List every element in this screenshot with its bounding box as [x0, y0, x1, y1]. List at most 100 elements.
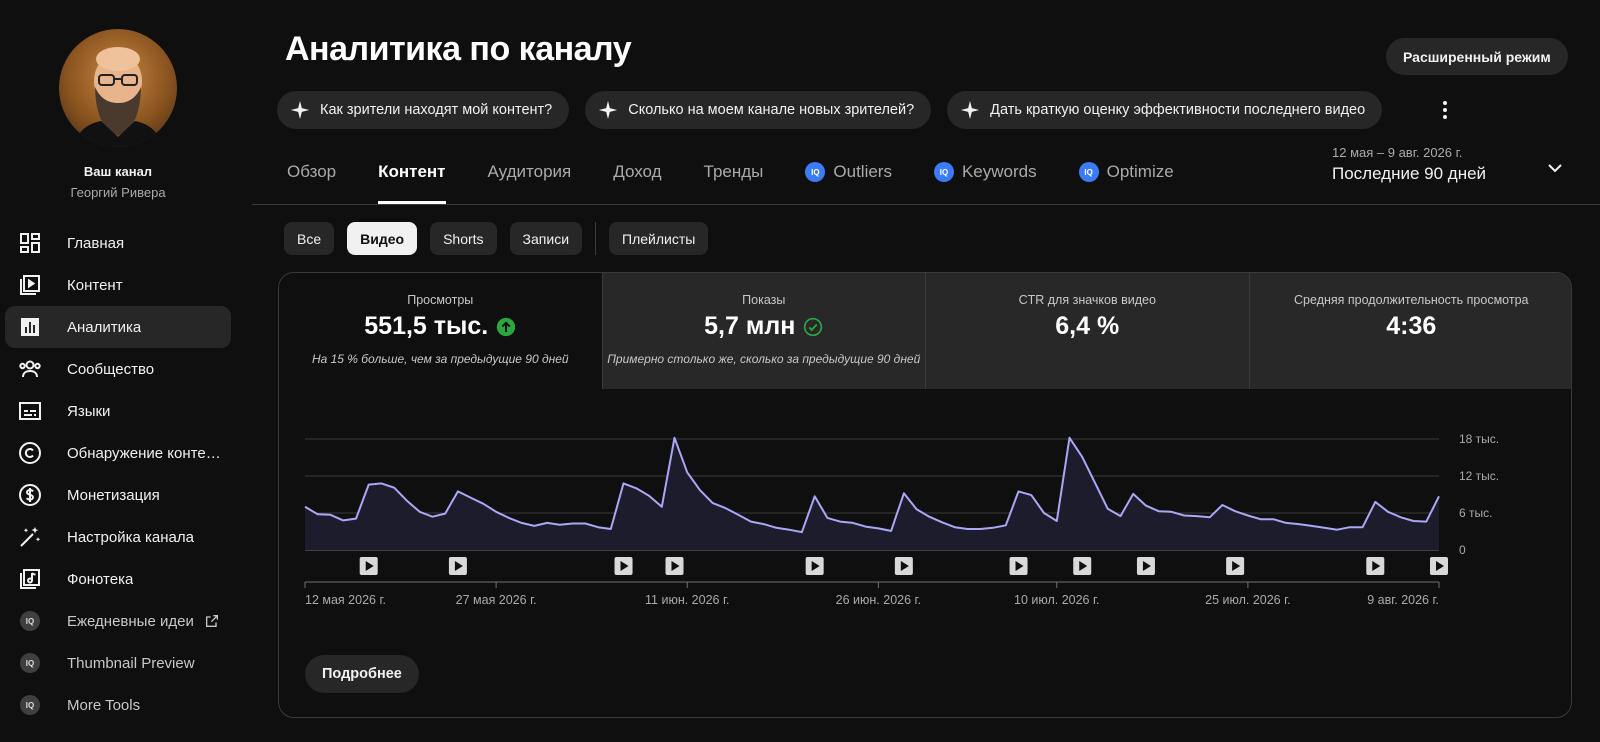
filter-records[interactable]: Записи	[509, 222, 583, 255]
metric-tabs: Просмотры 551,5 тыс. На 15 % больше, чем…	[279, 273, 1572, 389]
metric-value: 6,4 %	[1055, 312, 1120, 340]
sidebar-item-label: Сообщество	[67, 360, 155, 378]
channel-avatar[interactable]	[59, 29, 177, 147]
tab-revenue[interactable]: Доход	[613, 162, 661, 204]
vidiq-icon: IQ	[18, 693, 42, 717]
metric-label: CTR для значков видео	[1018, 293, 1156, 307]
metric-views[interactable]: Просмотры 551,5 тыс. На 15 % больше, чем…	[279, 273, 603, 389]
check-circle-icon	[804, 317, 823, 336]
tab-content[interactable]: Контент	[378, 162, 446, 204]
suggestion-chip-last-video[interactable]: Дать краткую оценку эффективности послед…	[947, 91, 1383, 129]
vidiq-icon: IQ	[18, 651, 42, 675]
subtitles-icon	[18, 399, 42, 423]
x-tick-label: 25 июл. 2026 г.	[1205, 593, 1291, 607]
tab-trends[interactable]: Тренды	[704, 162, 764, 204]
date-range-dates: 12 мая – 9 авг. 2026 г.	[1332, 145, 1463, 160]
chart-area	[305, 437, 1439, 550]
chevron-down-icon[interactable]	[1543, 156, 1567, 180]
tab-label: Контент	[378, 162, 446, 181]
sidebar-item-languages[interactable]: Языки	[5, 390, 231, 432]
suggestion-chip-discovery[interactable]: Как зрители находят мой контент?	[277, 91, 570, 129]
sidebar-item-label: Контент	[67, 276, 123, 294]
sidebar-item-daily-ideas[interactable]: IQ Ежедневные идеи	[5, 600, 231, 642]
play-icon	[1232, 561, 1241, 571]
metric-value-row: 5,7 млн	[603, 312, 926, 341]
date-range-label: Последние 90 дней	[1332, 164, 1487, 183]
channel-name: Георгий Ривера	[70, 185, 166, 200]
sidebar-item-label: Монетизация	[67, 486, 160, 504]
sidebar-item-label: More Tools	[67, 696, 141, 714]
x-tick-label: 27 мая 2026 г.	[456, 593, 537, 607]
y-tick-label: 18 тыс.	[1459, 432, 1499, 446]
sidebar-nav: Главная Контент Аналитика Сообщество Язы…	[5, 222, 231, 726]
filter-playlists[interactable]: Плейлисты	[609, 222, 709, 255]
tab-label: Keywords	[961, 162, 1037, 181]
tab-audience[interactable]: Аудитория	[488, 162, 572, 204]
more-vert-icon[interactable]	[1433, 98, 1457, 122]
tab-label: Outliers	[833, 162, 892, 181]
metric-label: Просмотры	[407, 293, 474, 307]
metric-impressions[interactable]: Показы 5,7 млн Примерно столько же, скол…	[602, 273, 926, 389]
sidebar-item-more-tools[interactable]: IQ More Tools	[5, 684, 231, 726]
vidiq-icon: IQ	[18, 609, 42, 633]
sidebar-item-content[interactable]: Контент	[5, 264, 231, 306]
sidebar-item-community[interactable]: Сообщество	[5, 348, 231, 390]
tab-keywords[interactable]: IQ Keywords	[933, 162, 1037, 204]
metric-value: 5,7 млн	[704, 312, 796, 340]
views-chart[interactable]: 18 тыс. 12 тыс. 6 тыс. 0 12 мая 2026 г. 27 ма…	[279, 389, 1572, 629]
sidebar-item-dashboard[interactable]: Главная	[5, 222, 231, 264]
analytics-tabs: Обзор Контент Аудитория Доход Тренды IQ O…	[287, 162, 1216, 204]
metric-note: Примерно столько же, сколько за предыдущ…	[607, 352, 921, 366]
vidiq-badge: IQ	[20, 695, 40, 715]
play-icon	[1142, 561, 1151, 571]
external-link-icon	[205, 615, 218, 627]
metric-ctr[interactable]: CTR для значков видео 6,4 %	[926, 273, 1250, 389]
tab-optimize[interactable]: IQ Optimize	[1078, 162, 1174, 204]
filter-video[interactable]: Видео	[347, 222, 418, 255]
magic-wand-icon	[18, 525, 42, 549]
y-tick-label: 12 тыс.	[1459, 469, 1499, 483]
play-icon	[1079, 561, 1088, 571]
play-icon	[1372, 561, 1381, 571]
sparkle-icon	[960, 100, 980, 120]
content-type-filters: Все Видео Shorts Записи Плейлисты	[284, 222, 721, 255]
tab-label: Тренды	[703, 162, 764, 181]
filter-divider	[595, 222, 597, 255]
sidebar-item-thumbnail-preview[interactable]: IQ Thumbnail Preview	[5, 642, 231, 684]
see-more-button[interactable]: Подробнее	[305, 655, 419, 693]
date-range-selector[interactable]: 12 мая – 9 авг. 2026 г. Последние 90 дне…	[1332, 145, 1486, 184]
metric-avg-view-duration[interactable]: Средняя продолжительность просмотра 4:36	[1249, 273, 1572, 389]
suggestion-chip-new-viewers[interactable]: Сколько на моем канале новых зрителей?	[585, 91, 932, 129]
y-tick-label: 6 тыс.	[1459, 506, 1492, 520]
vidiq-icon: IQ	[1078, 162, 1099, 182]
sidebar-item-audio-library[interactable]: Фонотека	[5, 558, 231, 600]
play-icon	[671, 561, 680, 571]
sidebar-item-label: Настройка канала	[67, 528, 194, 546]
vidiq-icon: IQ	[933, 162, 954, 182]
sidebar-item-analytics[interactable]: Аналитика	[5, 306, 231, 348]
tab-outliers[interactable]: IQ Outliers	[805, 162, 892, 204]
suggestion-text: Дать краткую оценку эффективности послед…	[990, 102, 1366, 118]
sidebar-item-label: Языки	[67, 402, 111, 420]
suggestion-text: Как зрители находят мой контент?	[320, 102, 553, 118]
series-line	[304, 436, 1440, 534]
sidebar-item-label: Ежедневные идеи	[67, 612, 194, 630]
sidebar-item-content-detection[interactable]: Обнаружение контента	[5, 432, 231, 474]
advanced-mode-button[interactable]: Расширенный режим	[1386, 38, 1568, 75]
play-icon	[1015, 561, 1024, 571]
sidebar: Ваш канал Георгий Ривера Главная Контент…	[0, 0, 236, 742]
tab-overview[interactable]: Обзор	[287, 162, 336, 204]
play-icon	[900, 561, 909, 571]
sidebar-item-monetization[interactable]: Монетизация	[5, 474, 231, 516]
metric-value-row: 4:36	[1250, 312, 1572, 341]
tab-label: Обзор	[287, 162, 337, 181]
metric-value: 551,5 тыс.	[364, 312, 489, 340]
dashboard-icon	[18, 231, 42, 255]
content-icon	[18, 273, 42, 297]
play-icon	[454, 561, 463, 571]
metric-value: 4:36	[1386, 312, 1437, 340]
filter-all[interactable]: Все	[284, 222, 335, 255]
filter-shorts[interactable]: Shorts	[430, 222, 497, 255]
x-tick-label: 12 мая 2026 г.	[305, 593, 386, 607]
sidebar-item-customization[interactable]: Настройка канала	[5, 516, 231, 558]
